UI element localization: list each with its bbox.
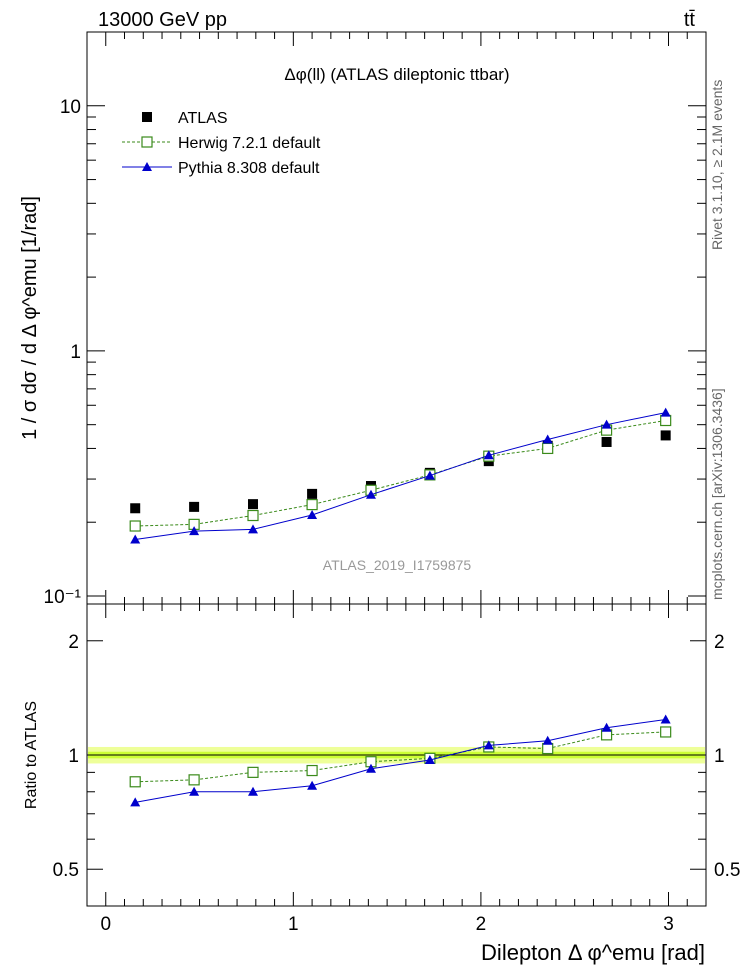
legend: ATLAS Herwig 7.2.1 default Pythia 8.308 de… (122, 110, 321, 177)
x-tick-label: 3 (663, 914, 674, 935)
ratio-y-tick-label: 1 (68, 746, 79, 767)
legend-marker (142, 162, 152, 171)
data-point (248, 524, 259, 534)
main-y-tick-labels: 10⁻¹ 1 10 (44, 97, 82, 608)
y-tick-label: 10⁻¹ (44, 587, 82, 608)
data-point (660, 407, 671, 417)
data-point (248, 786, 259, 796)
series-line (135, 420, 666, 527)
ratio-y-axis-label: Ratio to ATLAS (23, 701, 40, 809)
legend-label: Pythia 8.308 default (178, 160, 320, 177)
series-line (135, 731, 666, 783)
ratio-y-tick-label: 0.5 (53, 860, 79, 881)
main-series-group (129, 407, 672, 544)
series-line (135, 412, 666, 541)
ratio-uncertainty-band (88, 746, 705, 764)
data-point (130, 503, 141, 514)
data-point (424, 470, 435, 480)
data-point (601, 419, 612, 429)
header-right: tt̄ (684, 9, 696, 31)
rivet-version-label: Rivet 3.1.10, ≥ 2.1M events (709, 80, 725, 250)
x-axis-label: Dilepton Δ φ^emu [rad] (481, 940, 705, 965)
y-tick-label: 1 (70, 342, 81, 363)
ratio-y-tick-label: 2 (68, 632, 79, 653)
data-point (307, 510, 318, 520)
data-point (247, 766, 259, 778)
data-point (483, 450, 494, 460)
ratio-axis-ticks (87, 604, 706, 907)
legend-marker (142, 112, 152, 122)
data-point (189, 526, 200, 536)
main-y-axis-label: 1 / σ dσ / d Δ φ^emu [1/rad] (19, 196, 41, 440)
data-point (660, 414, 672, 427)
data-point (130, 534, 141, 544)
data-point (542, 442, 554, 455)
mcplots-label: mcplots.cern.ch [arXiv:1306.3436] (709, 388, 725, 600)
ratio-tick-labels: 0.5 0.5 1 1 2 2 0 1 2 3 (53, 632, 741, 935)
data-point (306, 498, 318, 511)
data-point (307, 780, 318, 790)
series-line (135, 719, 666, 803)
main-axis-ticks (87, 31, 706, 604)
header-left: 13000 GeV pp (98, 9, 227, 31)
data-point (189, 501, 200, 512)
ratio-series-group (129, 714, 672, 807)
chart-title: Δφ(ll) (ATLAS dileptonic ttbar) (284, 65, 509, 84)
ratio-y-tick-label: 1 (714, 746, 725, 767)
data-point (601, 436, 612, 447)
data-point (601, 722, 612, 732)
ratio-y-tick-label: 0.5 (714, 860, 740, 881)
y-tick-label: 10 (60, 97, 81, 118)
x-tick-label: 1 (288, 914, 299, 935)
data-point (660, 430, 671, 441)
data-point (424, 755, 435, 765)
data-point (129, 520, 141, 532)
legend-label: ATLAS (178, 110, 228, 127)
data-point (660, 726, 672, 738)
data-point (542, 742, 554, 755)
ratio-y-tick-label: 2 (714, 632, 725, 653)
data-point (365, 763, 376, 773)
data-point (307, 488, 318, 499)
analysis-watermark: ATLAS_2019_I1759875 (323, 557, 472, 573)
data-point (306, 764, 318, 777)
x-tick-label: 0 (100, 914, 111, 935)
data-point (542, 434, 553, 444)
data-point (188, 774, 200, 786)
data-point (483, 740, 494, 750)
data-point (247, 509, 259, 522)
data-point (130, 797, 141, 807)
data-point (365, 489, 376, 499)
data-point (542, 735, 553, 745)
data-point (248, 499, 259, 510)
legend-label: Herwig 7.2.1 default (178, 135, 321, 152)
data-point (129, 776, 141, 788)
x-tick-label: 2 (476, 914, 487, 935)
data-point (660, 714, 671, 724)
data-point (189, 786, 200, 796)
legend-marker (141, 136, 153, 148)
